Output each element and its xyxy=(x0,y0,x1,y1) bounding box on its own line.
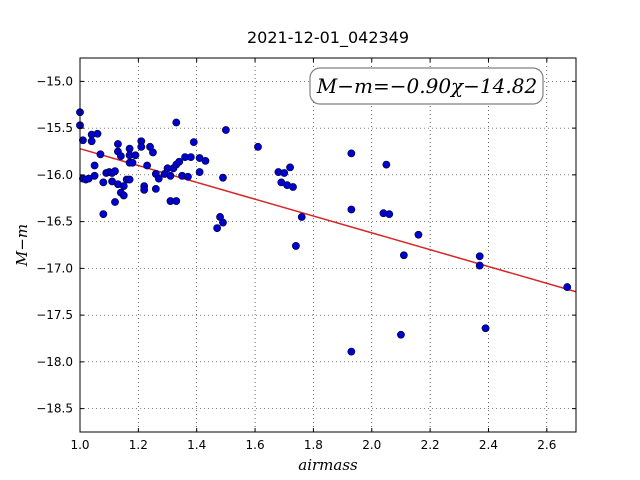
data-points xyxy=(76,108,572,356)
x-tick-label: 1.8 xyxy=(304,438,323,452)
x-tick-label: 2.0 xyxy=(362,438,381,452)
data-point xyxy=(79,136,87,145)
data-point xyxy=(93,129,102,138)
data-point xyxy=(90,161,99,170)
y-tick-label: −15.5 xyxy=(36,121,73,135)
data-point xyxy=(119,182,128,190)
x-tick-label: 2.6 xyxy=(537,438,556,452)
data-point xyxy=(172,118,181,127)
data-point xyxy=(254,142,262,151)
data-point xyxy=(96,150,105,159)
data-point xyxy=(137,142,146,151)
data-point xyxy=(219,173,227,182)
fit-line xyxy=(79,147,577,293)
data-point xyxy=(347,205,356,214)
data-point xyxy=(151,184,160,193)
y-tick-label: −16.5 xyxy=(36,215,73,229)
data-point xyxy=(219,218,227,227)
x-tick-label: 2.2 xyxy=(421,438,440,452)
data-point xyxy=(149,148,157,157)
data-point xyxy=(99,210,108,219)
fit-annotation: M−m=−0.90χ−14.82 xyxy=(309,67,544,105)
data-point xyxy=(143,161,152,170)
annotation-text: M−m=−0.90χ−14.82 xyxy=(316,74,537,98)
data-point xyxy=(221,126,230,134)
axis-ticks: 1.0 1.2 1.4 1.6 1.8 2.0 2.2 2.4 2.6 −15.0 −15.5 −16… xyxy=(36,58,576,452)
data-point xyxy=(186,153,195,162)
data-point xyxy=(399,251,408,260)
x-tick-label: 2.4 xyxy=(479,438,498,452)
fit-line-layer xyxy=(79,147,577,293)
data-point xyxy=(286,163,294,172)
y-tick-label: −16.0 xyxy=(36,168,73,182)
data-point xyxy=(347,149,356,158)
data-point xyxy=(90,171,99,180)
data-point xyxy=(128,158,137,167)
data-point xyxy=(475,252,484,261)
y-tick-label: −18.0 xyxy=(36,355,73,369)
plot-area-frame xyxy=(79,57,577,433)
data-point xyxy=(292,242,300,250)
data-point xyxy=(184,172,192,181)
y-axis-label: M−m xyxy=(13,224,31,267)
data-point xyxy=(99,178,108,187)
grid xyxy=(79,58,576,432)
data-point xyxy=(297,213,306,221)
data-point xyxy=(131,151,140,160)
y-tick-label: −17.0 xyxy=(36,261,73,275)
data-point xyxy=(175,157,184,166)
data-point xyxy=(385,210,394,219)
data-point xyxy=(125,175,134,184)
data-point xyxy=(119,191,128,200)
x-tick-label: 1.0 xyxy=(70,438,89,452)
data-point xyxy=(166,171,175,180)
y-tick-label: −17.5 xyxy=(36,308,73,322)
data-point xyxy=(172,197,181,205)
data-point xyxy=(195,168,204,176)
data-point xyxy=(347,347,356,356)
data-point xyxy=(414,230,423,239)
y-tick-label: −15.0 xyxy=(36,74,73,88)
data-point xyxy=(111,167,119,176)
data-point xyxy=(125,144,134,153)
x-axis-label: airmass xyxy=(298,456,358,474)
data-point xyxy=(481,324,490,333)
data-point xyxy=(87,137,96,146)
data-point xyxy=(111,198,119,206)
data-point xyxy=(280,169,289,177)
data-point xyxy=(189,138,198,147)
annotation-box xyxy=(309,67,544,105)
data-point xyxy=(116,152,125,161)
data-point xyxy=(563,283,572,291)
data-point xyxy=(154,174,163,183)
data-point xyxy=(397,330,405,339)
data-point xyxy=(213,224,222,233)
data-point xyxy=(382,160,391,169)
data-point xyxy=(140,185,149,194)
x-tick-label: 1.6 xyxy=(246,438,265,452)
data-point xyxy=(201,156,210,165)
data-point xyxy=(475,261,484,270)
data-point xyxy=(289,183,297,191)
x-tick-label: 1.2 xyxy=(129,438,148,452)
y-tick-label: −18.5 xyxy=(36,402,73,416)
x-tick-label: 1.4 xyxy=(187,438,206,452)
data-point xyxy=(114,140,122,148)
chart-title: 2021-12-01_042349 xyxy=(247,28,409,48)
